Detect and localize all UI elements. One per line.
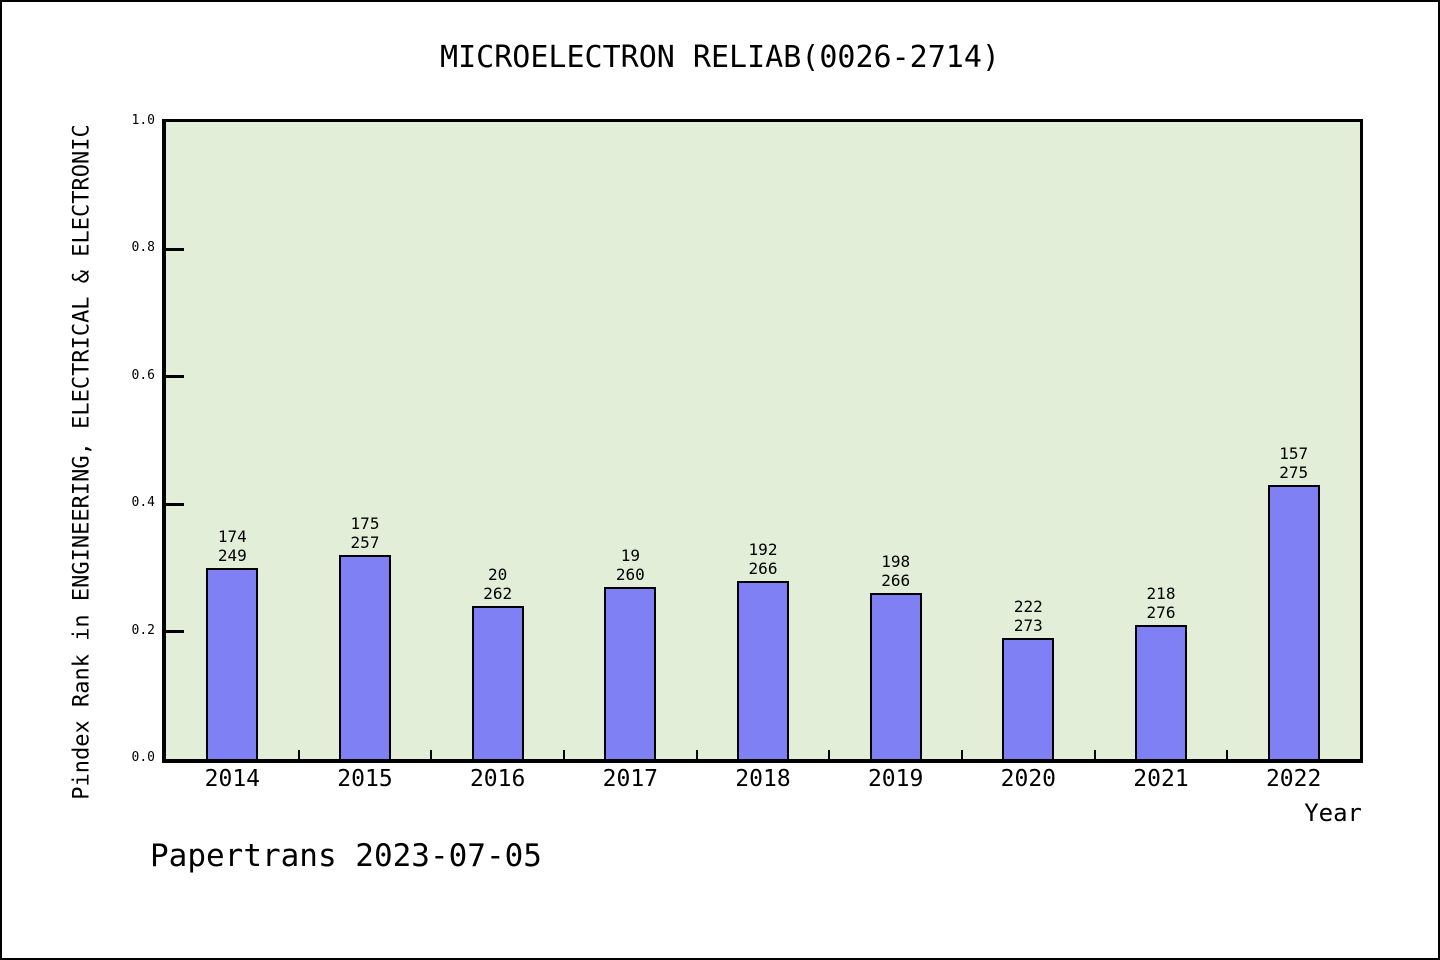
- x-tick-label-2017: 2017: [602, 766, 659, 792]
- y-tick-label-0.8: 0.8: [131, 240, 155, 256]
- bar-value-label-2021: 218 276: [1146, 584, 1176, 622]
- y-axis-tick: [166, 630, 184, 634]
- bar-2015: [339, 555, 391, 759]
- plot-area: 174 249 175 257 20 262 19 260 192 266 198 266 222 273…: [162, 119, 1363, 763]
- y-tick-label-1.0: 1.0: [131, 113, 155, 128]
- y-axis-tick: [166, 502, 184, 506]
- bar-value-label-2016: 20 262: [483, 565, 513, 603]
- bar-value-label-2014: 174 249: [217, 527, 247, 565]
- x-axis-minor-tick: [695, 750, 698, 759]
- y-axis-tick: [166, 247, 184, 251]
- x-axis-title: Year: [1304, 799, 1362, 827]
- y-tick-label-0.2: 0.2: [131, 622, 155, 638]
- watermark-text: Papertrans 2023-07-05: [150, 838, 542, 874]
- y-tick-label-0.6: 0.6: [131, 367, 155, 383]
- bar-2022: [1267, 485, 1320, 759]
- bar-2018: [737, 581, 789, 759]
- bar-value-label-2020: 222 273: [1013, 597, 1043, 635]
- x-axis-minor-tick: [1226, 750, 1229, 759]
- x-axis-minor-tick: [297, 750, 300, 759]
- y-axis-title: Pindex Rank in ENGINEERING, ELECTRICAL &…: [69, 124, 95, 800]
- x-axis-minor-tick: [1093, 750, 1096, 759]
- x-axis-minor-tick: [430, 750, 433, 759]
- bar-2017: [604, 587, 657, 759]
- x-axis-minor-tick: [563, 750, 565, 759]
- y-axis-tick: [166, 375, 184, 379]
- x-axis-minor-tick: [961, 750, 963, 759]
- chart-title: MICROELECTRON RELIAB(0026-2714): [440, 40, 1000, 75]
- y-tick-label-0.4: 0.4: [131, 495, 155, 511]
- x-tick-label-2020: 2020: [1000, 766, 1057, 792]
- bar-value-label-2017: 19 260: [615, 546, 645, 584]
- bar-2016: [471, 606, 524, 759]
- bar-value-label-2018: 192 266: [748, 540, 778, 578]
- x-axis-minor-tick: [828, 750, 831, 759]
- x-tick-label-2015: 2015: [337, 766, 393, 792]
- y-tick-label-0.0: 0.0: [131, 750, 155, 765]
- x-tick-label-2019: 2019: [867, 766, 924, 792]
- bar-2014: [206, 568, 259, 759]
- x-tick-label-2014: 2014: [204, 766, 261, 792]
- x-tick-label-2018: 2018: [735, 766, 791, 792]
- bar-2021: [1135, 625, 1187, 759]
- bar-2020: [1002, 638, 1055, 759]
- x-tick-label-2021: 2021: [1133, 766, 1189, 792]
- bar-value-label-2019: 198 266: [881, 552, 911, 590]
- bar-2019: [869, 593, 922, 759]
- x-tick-label-2022: 2022: [1265, 766, 1322, 792]
- plot-inner: 174 249 175 257 20 262 19 260 192 266 198 266 222 273…: [166, 122, 1360, 759]
- bar-value-label-2022: 157 275: [1279, 444, 1309, 482]
- x-tick-label-2016: 2016: [469, 766, 526, 792]
- bar-value-label-2015: 175 257: [350, 514, 380, 552]
